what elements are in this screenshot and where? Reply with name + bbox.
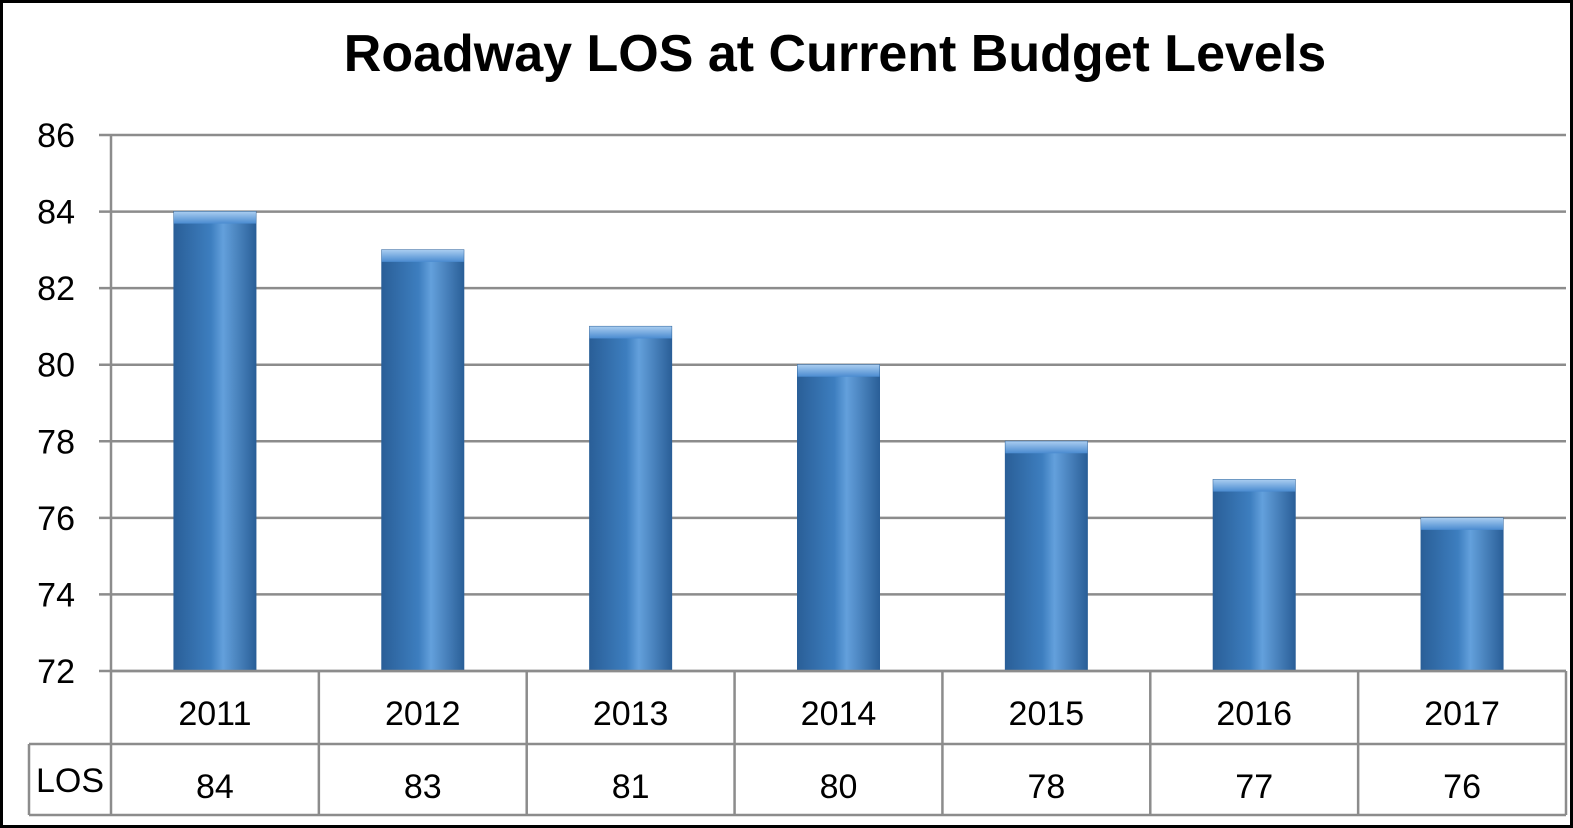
- bar-top-bevel: [1421, 517, 1504, 530]
- y-tick-label: 82: [37, 270, 75, 308]
- bar-2013: [589, 325, 673, 672]
- table-value: 80: [820, 768, 858, 806]
- x-category-label: 2017: [1424, 695, 1500, 733]
- bar: [381, 249, 465, 672]
- bar-top-bevel: [173, 211, 256, 224]
- y-tick-label: 72: [37, 653, 75, 691]
- table-value: 77: [1235, 768, 1273, 806]
- bar-2015: [1004, 440, 1088, 672]
- y-tick-label: 78: [37, 423, 75, 461]
- x-category-label: 2012: [385, 695, 461, 733]
- bar: [797, 364, 880, 672]
- bar: [1420, 517, 1504, 672]
- bar-2016: [1212, 479, 1296, 672]
- chart-title: Roadway LOS at Current Budget Levels: [344, 25, 1326, 83]
- bar-2011: [173, 211, 257, 672]
- bars: [173, 211, 1504, 672]
- bar-top-bevel: [797, 364, 880, 377]
- bar-2014: [797, 364, 880, 672]
- table-value: 76: [1443, 768, 1481, 806]
- y-tick-label: 80: [37, 347, 75, 385]
- table-value: 84: [196, 768, 234, 806]
- bar-2012: [381, 249, 465, 672]
- table-series-label: LOS: [36, 762, 104, 800]
- x-category-label: 2014: [801, 695, 877, 733]
- y-tick-label: 76: [37, 500, 75, 538]
- bar-top-bevel: [1005, 441, 1088, 454]
- x-category-label: 2016: [1216, 695, 1292, 733]
- table-value: 81: [612, 768, 650, 806]
- bar-top-bevel: [381, 249, 464, 262]
- bar-top-bevel: [589, 326, 672, 339]
- y-tick-label: 84: [37, 194, 75, 232]
- table-value: 78: [1027, 768, 1065, 806]
- bar-top-bevel: [1213, 479, 1296, 492]
- y-axis-ticks: 72 74 76 78 80 82 84 86: [37, 117, 75, 691]
- bar: [589, 325, 673, 672]
- x-category-label: 2013: [593, 695, 669, 733]
- bar: [1212, 479, 1296, 672]
- table-value: 83: [404, 768, 442, 806]
- x-category-label: 2015: [1009, 695, 1085, 733]
- x-category-label: 2011: [178, 695, 251, 733]
- y-tick-label: 86: [37, 117, 75, 155]
- chart-canvas: Roadway LOS at Current Budget Levels 727…: [27, 25, 1568, 817]
- bar-2017: [1420, 517, 1504, 672]
- data-table: LOS 2011 84 2012 83 2013 81 2014 80 2015 78 2016 77 2…: [27, 669, 1568, 817]
- bar: [1004, 440, 1088, 672]
- y-tick-label: 74: [37, 576, 75, 614]
- bar: [173, 211, 257, 672]
